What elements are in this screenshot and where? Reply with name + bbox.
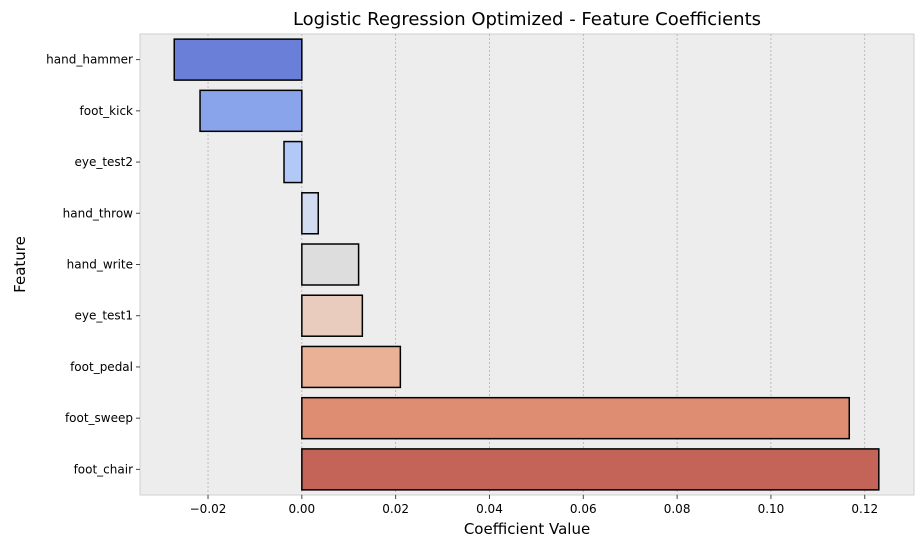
y-tick-label: hand_throw [63, 206, 134, 220]
bar-hand-hammer [173, 38, 303, 81]
x-tick-label: 0.04 [476, 502, 503, 516]
bar-foot-chair [301, 448, 880, 491]
y-axis-label: Feature [11, 236, 29, 293]
x-tick-label: 0.02 [382, 502, 409, 516]
bar-foot-kick [199, 89, 303, 133]
x-tick-label: 0.12 [851, 502, 878, 516]
x-axis-label: Coefficient Value [464, 520, 590, 538]
y-tick-label: foot_sweep [65, 411, 133, 425]
x-tick-label: 0.08 [664, 502, 691, 516]
y-tick-label: hand_write [67, 258, 133, 272]
x-axis-ticks: −0.02 0.00 0.02 0.04 0.06 0.08 0.10 0.12 [190, 495, 878, 516]
y-tick-label: hand_hammer [46, 53, 133, 67]
bar-hand-write [301, 243, 360, 286]
bar-eye-test1 [301, 294, 364, 337]
y-tick-label: eye_test2 [74, 155, 133, 169]
y-axis-ticks: hand_hammer foot_kick eye_test2 hand_throwh… [46, 53, 140, 476]
x-tick-label: 0.00 [288, 502, 315, 516]
x-tick-label: 0.10 [758, 502, 785, 516]
bar-foot-pedal [301, 345, 402, 389]
bars [173, 38, 880, 491]
y-tick-label: foot_chair [74, 462, 134, 476]
x-tick-label: 0.06 [570, 502, 597, 516]
bar-foot-sweep [301, 396, 851, 440]
bar-hand-throw [301, 192, 320, 235]
y-tick-label: eye_test1 [74, 309, 133, 323]
y-tick-label: foot_kick [80, 104, 133, 118]
bar-eye-test2 [283, 140, 303, 184]
y-tick-label: foot_pedal [70, 360, 133, 374]
chart-title: Logistic Regression Optimized - Feature … [293, 9, 761, 30]
x-tick-label: −0.02 [190, 502, 227, 516]
